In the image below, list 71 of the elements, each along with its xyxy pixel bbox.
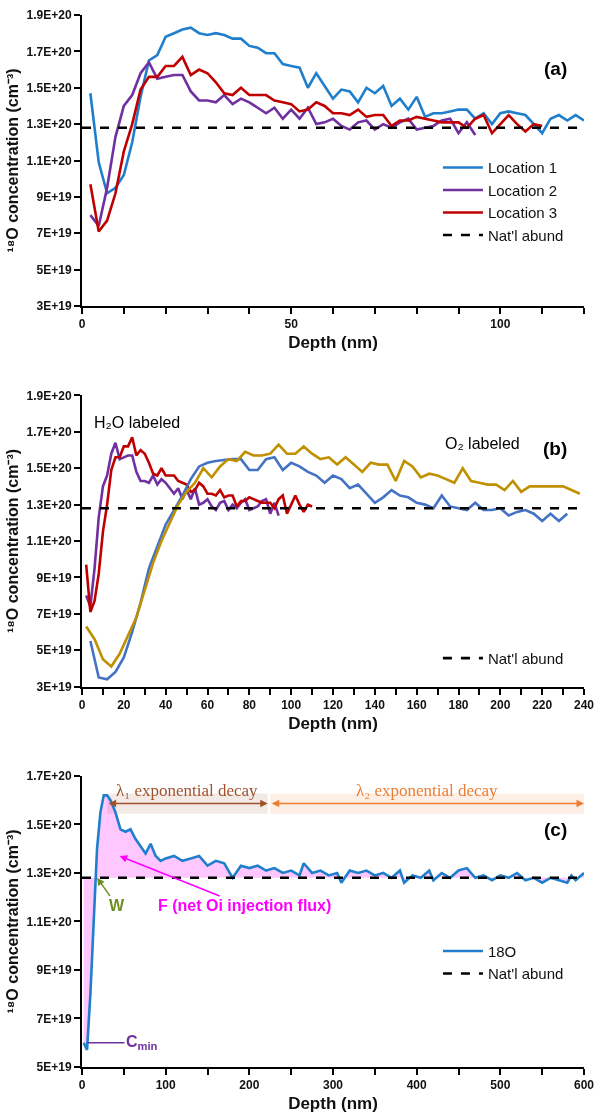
y-tick-label: 5E+19 (36, 262, 72, 277)
legend-label: Nat'l abund (487, 649, 564, 667)
x-tick-label: 220 (532, 697, 553, 712)
y-tick-label: 1.5E+20 (26, 461, 72, 476)
y-tick-label: 1.5E+20 (26, 80, 72, 95)
y-tick-label: 1.1E+20 (26, 914, 72, 929)
legend-label: Location 3 (487, 204, 558, 222)
y-tick-label: 1.9E+20 (26, 388, 72, 403)
y-tick-label: 1.3E+20 (26, 866, 72, 881)
x-axis-title: Depth (nm) (288, 1094, 378, 1114)
annotation: H₂O labeled (94, 414, 181, 431)
y-tick-label: 7E+19 (36, 1011, 72, 1026)
y-tick-label: 1.1E+20 (26, 534, 72, 549)
x-tick-label: 20 (117, 697, 131, 712)
y-axis-title: ¹⁸O concentration (cm⁻³) (3, 448, 21, 634)
annotation: (b) (543, 438, 568, 459)
x-tick-label: 600 (573, 1078, 595, 1093)
y-tick-label: 7E+19 (36, 226, 72, 241)
x-tick-label: 120 (322, 697, 344, 712)
x-tick-label: 400 (406, 1078, 427, 1093)
x-tick-label: 200 (239, 1078, 260, 1093)
y-tick-label: 5E+19 (36, 1060, 72, 1075)
x-tick-label: 40 (158, 697, 173, 712)
y-tick-label: 3E+19 (36, 299, 72, 314)
y-tick-label: 5E+19 (36, 643, 72, 658)
y-tick-label: 7E+19 (36, 606, 72, 621)
annotation: W (109, 897, 125, 914)
x-tick-label: 300 (322, 1078, 344, 1093)
legend-label: Location 1 (487, 159, 558, 177)
y-tick-label: 3E+19 (36, 679, 72, 694)
annotation: O₂ labeled (445, 435, 520, 452)
annotation: C$_{min}$ (126, 1033, 158, 1053)
x-tick-label: 0 (78, 1078, 86, 1093)
legend-label: Nat'l abund (487, 965, 564, 983)
y-tick-label: 1.3E+20 (26, 117, 72, 132)
x-axis-title: Depth (nm) (288, 333, 378, 353)
x-tick-label: 200 (490, 697, 511, 712)
x-tick-label: 240 (573, 697, 595, 712)
y-axis-title: ¹⁸O concentration (cm⁻³) (3, 829, 21, 1014)
y-tick-label: 1.5E+20 (26, 817, 72, 832)
x-tick-label: 140 (364, 697, 386, 712)
annotation: (c) (544, 819, 568, 840)
y-tick-label: 9E+19 (36, 963, 72, 978)
x-tick-label: 60 (200, 697, 215, 712)
x-tick-label: 100 (281, 697, 302, 712)
band-label: λ₂ exponential decay (356, 781, 499, 800)
legend-label: 18O (487, 942, 517, 960)
y-tick-label: 1.3E+20 (26, 497, 72, 512)
x-tick-label: 100 (490, 317, 511, 332)
x-tick-label: 80 (242, 697, 257, 712)
y-tick-label: 1.7E+20 (26, 425, 72, 440)
y-tick-label: 9E+19 (36, 190, 72, 205)
x-tick-label: 100 (155, 1078, 176, 1093)
x-tick-label: 50 (284, 317, 299, 332)
y-tick-label: 1.1E+20 (26, 153, 72, 168)
legend-label: Location 2 (487, 181, 558, 199)
y-axis-title: ¹⁸O concentration (cm⁻³) (3, 68, 21, 253)
legend-label: Nat'l abund (487, 226, 564, 244)
annotation: (a) (544, 58, 568, 79)
band-label: λ₁ exponential decay (116, 781, 259, 800)
x-tick-label: 160 (406, 697, 427, 712)
y-tick-label: 1.7E+20 (26, 44, 72, 59)
x-axis-title: Depth (nm) (288, 713, 378, 733)
y-tick-label: 9E+19 (36, 570, 72, 585)
x-tick-label: 0 (78, 317, 86, 332)
x-tick-label: 0 (78, 697, 86, 712)
y-tick-label: 1.9E+20 (26, 8, 72, 23)
y-tick-label: 1.7E+20 (26, 769, 72, 784)
annotation: F (net Oi injection flux) (158, 897, 332, 914)
x-tick-label: 180 (448, 697, 469, 712)
x-tick-label: 500 (490, 1078, 511, 1093)
